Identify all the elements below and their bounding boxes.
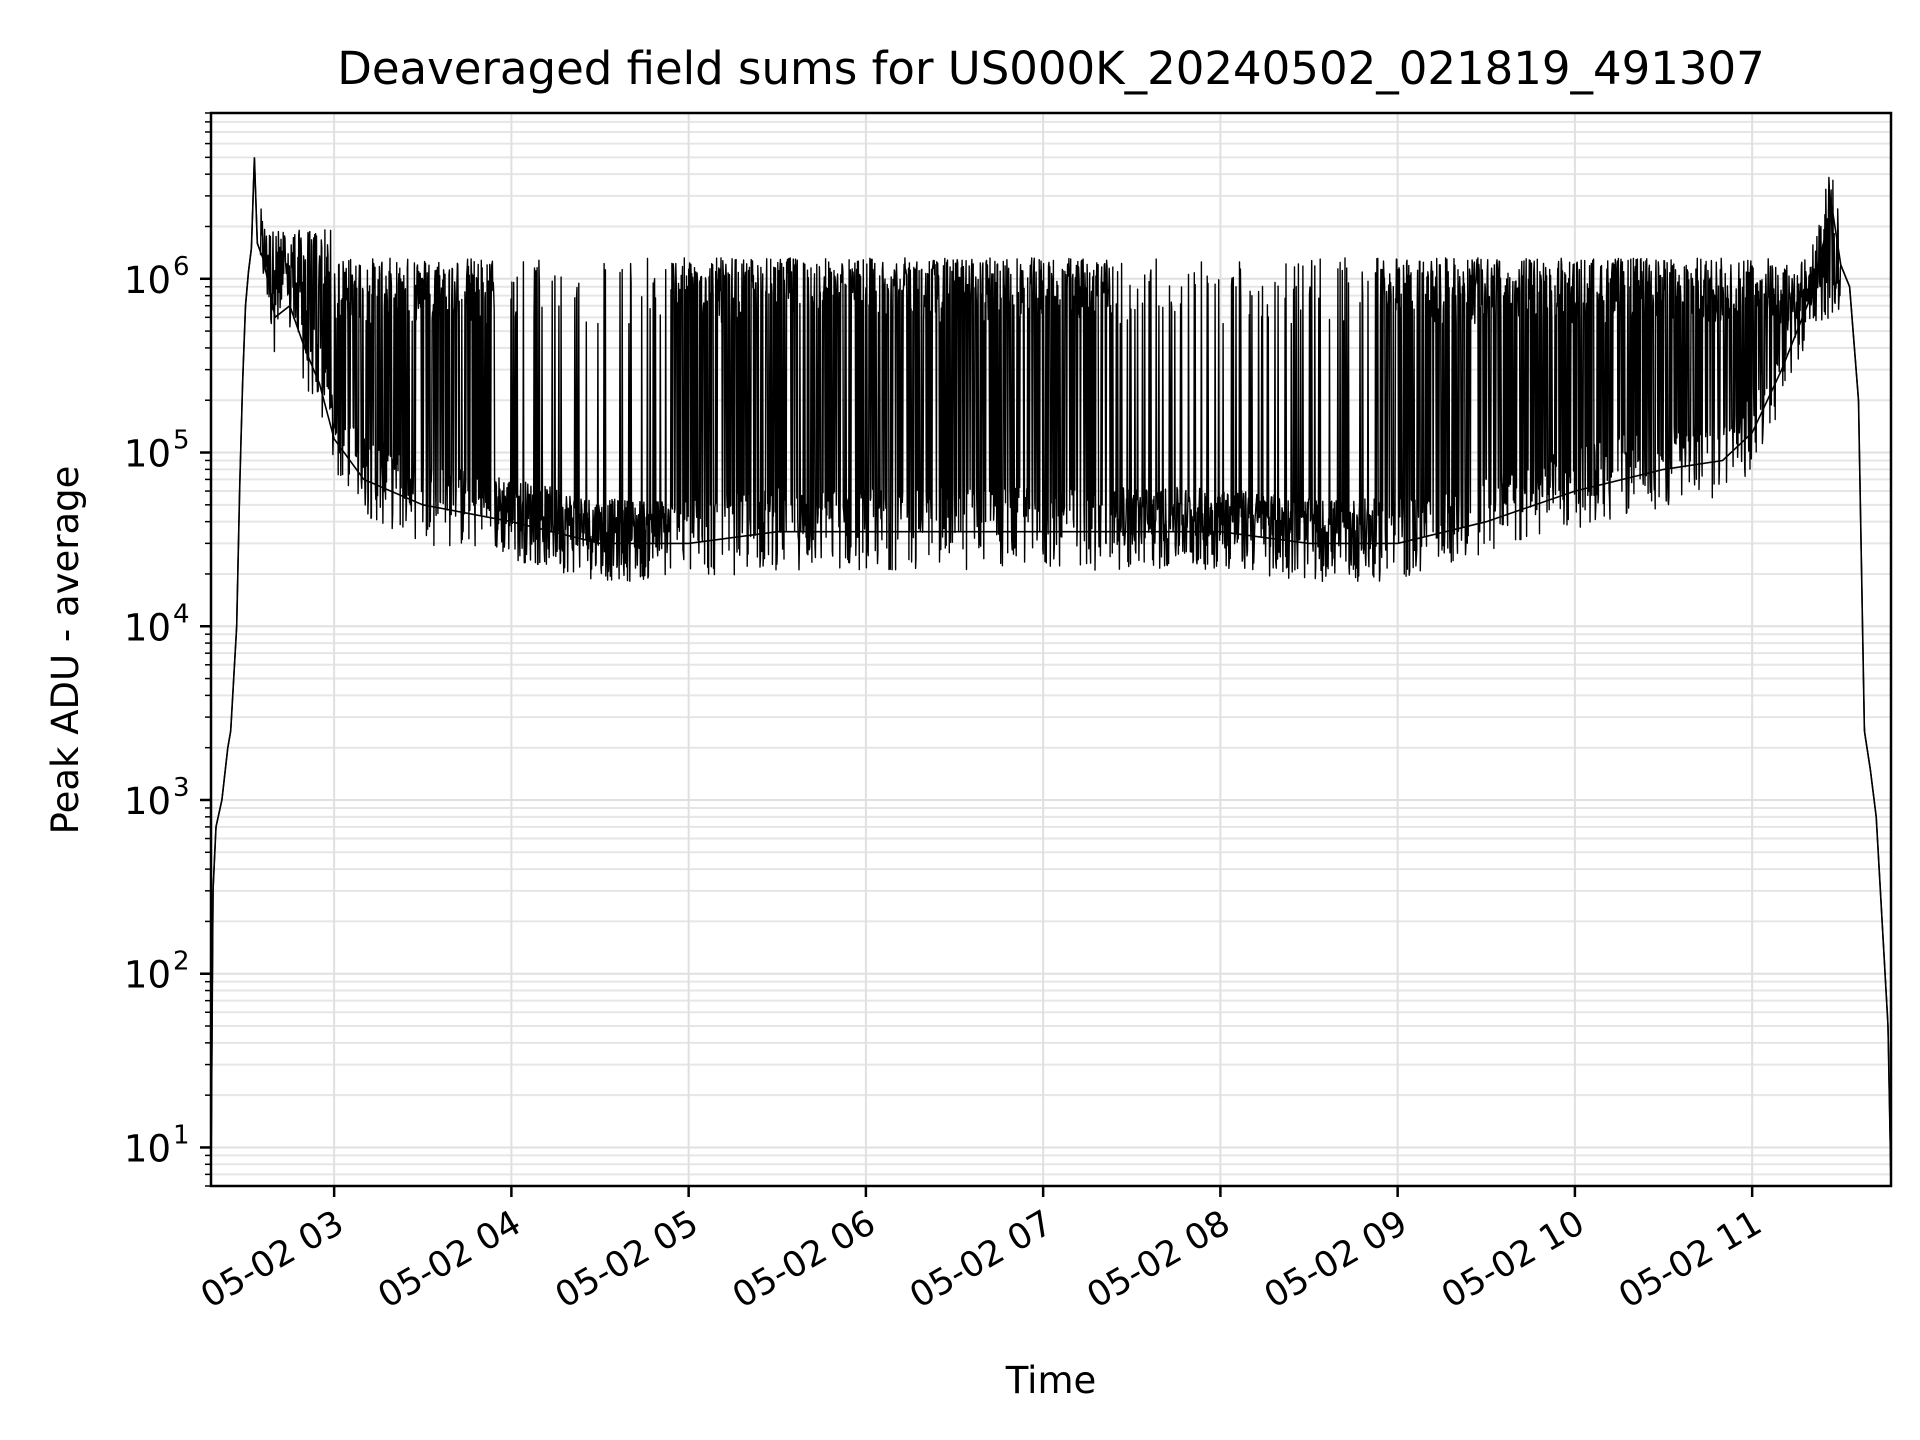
series-line [210,158,1892,1187]
y-tick-exponent: 2 [173,947,190,977]
chart-title: Deaveraged field sums for US000K_2024050… [337,42,1765,95]
y-tick-base: 10 [124,433,171,476]
y-tick-label: 10 [124,1127,171,1170]
y-tick-label: 10 [124,259,171,302]
y-tick-base: 10 [124,259,171,302]
y-tick-exponent: 5 [173,426,190,456]
y-tick-base: 10 [124,1127,171,1170]
y-tick-label: 10 [124,780,171,823]
y-tick-label: 10 [124,954,171,997]
plot-frame [209,111,1893,1188]
spikes-layer [210,157,1892,1187]
x-axis-label: Time [1005,1359,1097,1402]
y-tick-exponent: 4 [173,599,190,629]
y-axis-label: Peak ADU - average [44,466,87,835]
y-tick-label: 10 [124,433,171,476]
y-tick-exponent: 3 [173,773,190,803]
y-tick-base: 10 [124,606,171,649]
y-tick-base: 10 [124,954,171,997]
series-envelope [210,157,1892,1187]
series-layer [210,158,1892,1187]
y-tick-exponent: 1 [173,1120,190,1150]
y-tick-exponent: 6 [173,252,190,282]
y-tick-base: 10 [124,780,171,823]
y-tick-label: 10 [124,606,171,649]
